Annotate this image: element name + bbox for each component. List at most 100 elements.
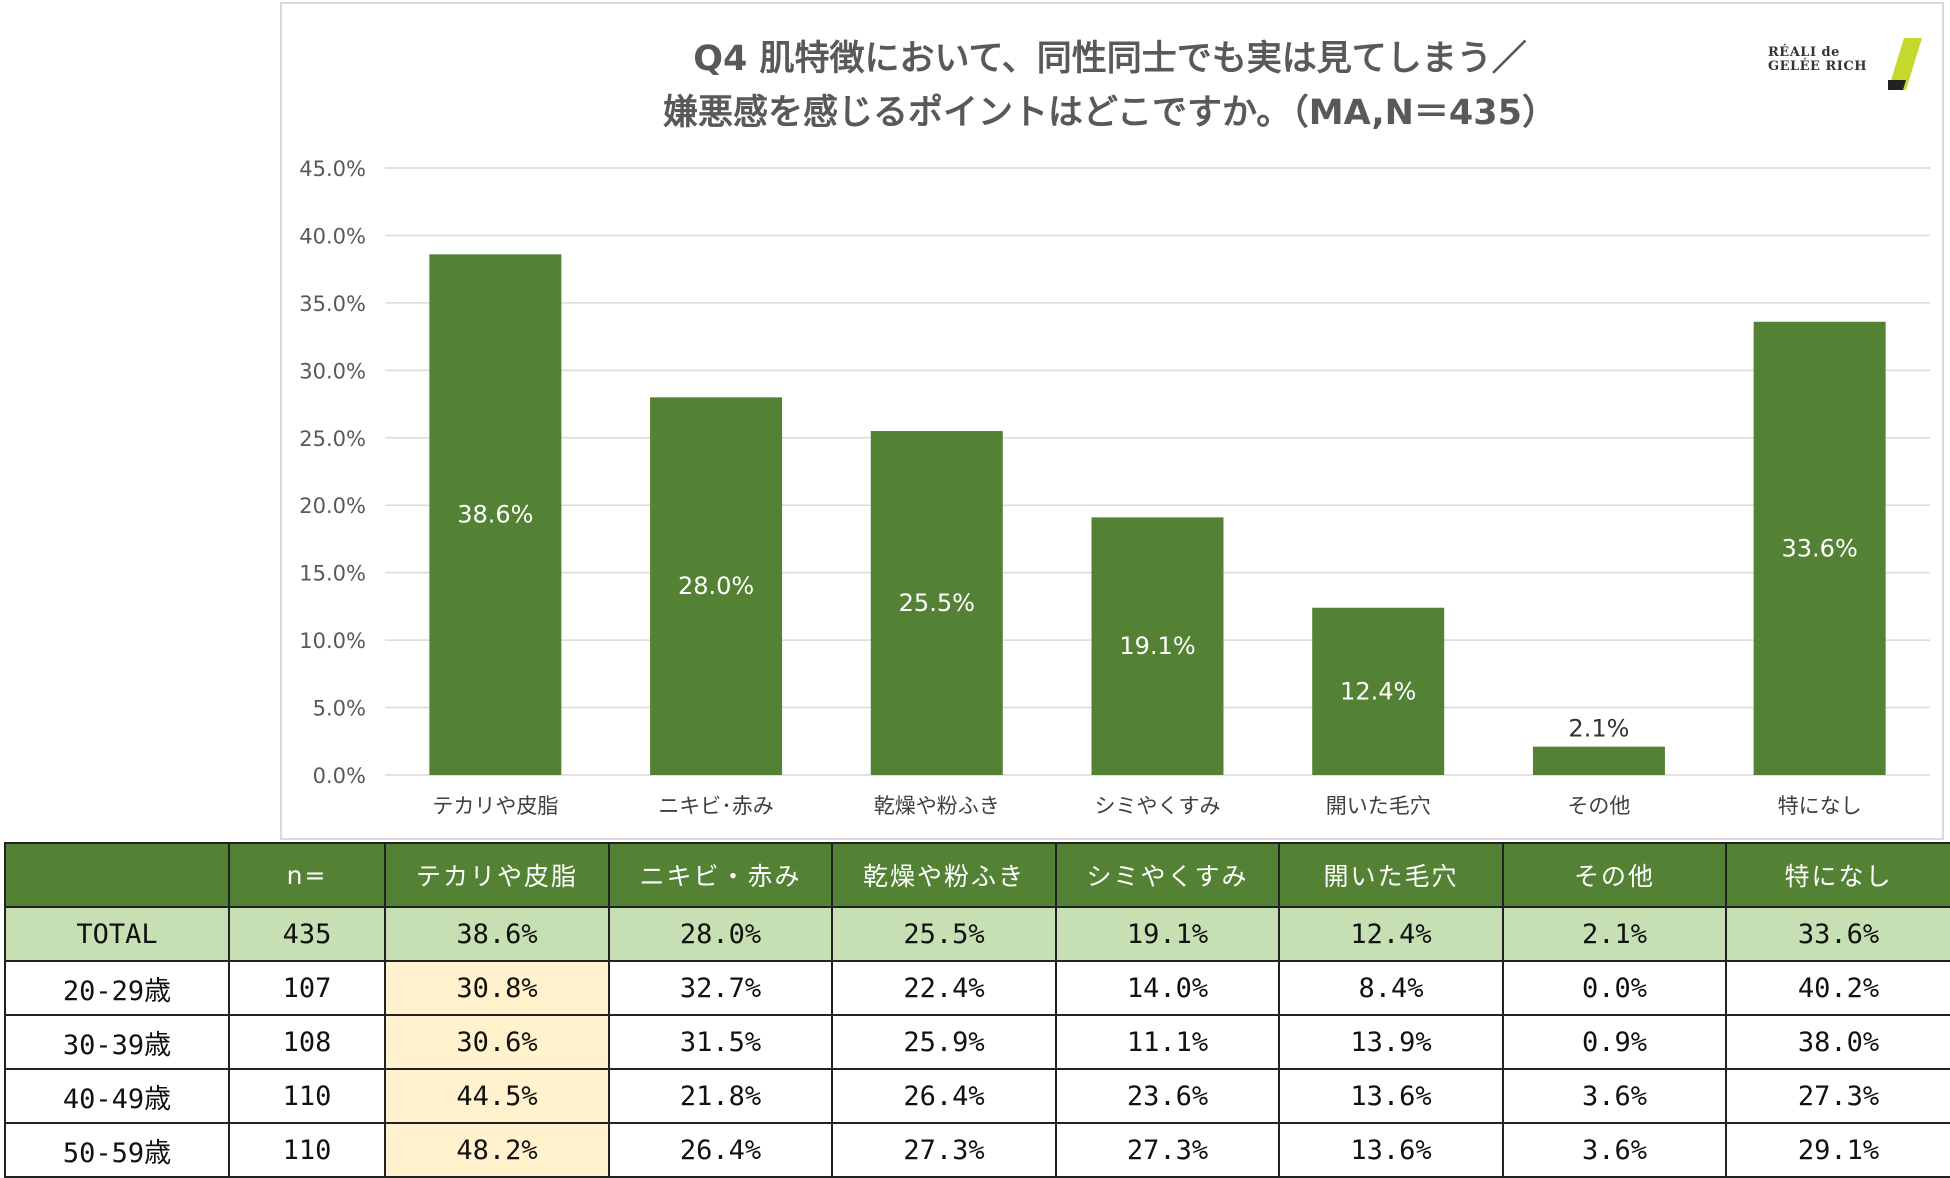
table-cell: 30-39歳 bbox=[4, 1014, 230, 1070]
table-cell: 0.0% bbox=[1502, 960, 1727, 1016]
bar-data-label: 38.6% bbox=[457, 501, 533, 529]
table-row: 30-39歳 108 30.6% 31.5% 25.9% 11.1% 13.9%… bbox=[4, 1014, 1950, 1070]
table-row: 50-59歳 110 48.2% 26.4% 27.3% 27.3% 13.6%… bbox=[4, 1122, 1950, 1178]
x-tick-label: 乾燥や粉ふき bbox=[874, 794, 1000, 818]
table-cell: 13.6% bbox=[1278, 1068, 1504, 1124]
table-row: 40-49歳 110 44.5% 21.8% 26.4% 23.6% 13.6%… bbox=[4, 1068, 1950, 1124]
table-row-total: TOTAL 435 38.6% 28.0% 25.5% 19.1% 12.4% … bbox=[4, 906, 1950, 962]
y-tick-label: 45.0% bbox=[299, 157, 366, 181]
table-header-cell: 開いた毛穴 bbox=[1278, 842, 1504, 908]
table-cell: 40.2% bbox=[1725, 960, 1950, 1016]
table-cell: 13.6% bbox=[1278, 1122, 1504, 1178]
table-cell: 32.7% bbox=[608, 960, 833, 1016]
brand-logo-line-1: RÉALI de bbox=[1768, 45, 1840, 60]
bar-data-label: 25.5% bbox=[899, 589, 975, 617]
table-cell-highlight: 48.2% bbox=[384, 1122, 610, 1178]
table-cell-highlight: 30.8% bbox=[384, 960, 610, 1016]
table-header-cell: シミやくすみ bbox=[1055, 842, 1280, 908]
table-cell: 25.5% bbox=[831, 906, 1057, 962]
table-cell: 0.9% bbox=[1502, 1014, 1727, 1070]
x-tick-label: 特になし bbox=[1778, 794, 1862, 818]
x-axis-ticks: テカリや皮脂 ニキビ･赤み 乾燥や粉ふき シミやくすみ 開いた毛穴 その他 特になし bbox=[432, 794, 1861, 818]
table-cell: 31.5% bbox=[608, 1014, 833, 1070]
y-axis-ticks: 0.0% 5.0% 10.0% 15.0% 20.0% 25.0% 30.0% 35.0% 40… bbox=[299, 157, 366, 788]
x-tick-label: テカリや皮脂 bbox=[432, 794, 558, 818]
table-cell: 33.6% bbox=[1725, 906, 1950, 962]
table-cell: 25.9% bbox=[831, 1014, 1057, 1070]
table-cell: 28.0% bbox=[608, 906, 833, 962]
table-cell-highlight: 44.5% bbox=[384, 1068, 610, 1124]
table-cell: 50-59歳 bbox=[4, 1122, 230, 1178]
table-cell: 12.4% bbox=[1278, 906, 1504, 962]
table-cell: 29.1% bbox=[1725, 1122, 1950, 1178]
y-tick-label: 20.0% bbox=[299, 494, 366, 518]
bar bbox=[429, 254, 562, 776]
table-header-row: n= テカリや皮脂 ニキビ・赤み 乾燥や粉ふき シミやくすみ 開いた毛穴 その他… bbox=[4, 842, 1950, 908]
table-header-cell: テカリや皮脂 bbox=[384, 842, 610, 908]
bar bbox=[1312, 607, 1445, 775]
table-cell: 26.4% bbox=[608, 1122, 833, 1178]
chart-title-line-2: 嫌悪感を感じるポイントはどこですか。（MA,N＝435） bbox=[663, 93, 1557, 133]
table-cell: 38.6% bbox=[384, 906, 610, 962]
bar-data-label: 33.6% bbox=[1782, 534, 1858, 562]
table-cell: 435 bbox=[228, 906, 386, 962]
table-cell: 3.6% bbox=[1502, 1068, 1727, 1124]
bar-data-label: 19.1% bbox=[1119, 632, 1195, 660]
bar bbox=[650, 397, 783, 775]
table-header-cell: 特になし bbox=[1725, 842, 1950, 908]
table-cell: 22.4% bbox=[831, 960, 1057, 1016]
bar bbox=[870, 431, 1003, 775]
bar-data-label: 28.0% bbox=[678, 572, 754, 600]
table-cell: 27.3% bbox=[831, 1122, 1057, 1178]
y-tick-label: 30.0% bbox=[299, 359, 366, 383]
table-cell: 3.6% bbox=[1502, 1122, 1727, 1178]
y-tick-label: 0.0% bbox=[313, 764, 366, 788]
table-cell: 110 bbox=[228, 1122, 386, 1178]
bar-chart: 0.0% 5.0% 10.0% 15.0% 20.0% 25.0% 30.0% 35.0% 40… bbox=[299, 157, 1930, 818]
brand-logo: RÉALI de GELÉE RICH bbox=[1768, 36, 1938, 92]
y-tick-label: 5.0% bbox=[313, 697, 366, 721]
x-tick-label: その他 bbox=[1567, 794, 1630, 818]
y-tick-label: 40.0% bbox=[299, 224, 366, 248]
x-tick-label: 開いた毛穴 bbox=[1326, 794, 1431, 818]
bar-data-labels: 38.6% 28.0% 25.5% 19.1% 12.4% 2.1% 33.6% bbox=[457, 501, 1858, 743]
table-cell: 21.8% bbox=[608, 1068, 833, 1124]
y-tick-label: 15.0% bbox=[299, 562, 366, 586]
bar bbox=[1091, 517, 1224, 775]
table-header-cell: 乾燥や粉ふき bbox=[831, 842, 1057, 908]
table-row: 20-29歳 107 30.8% 32.7% 22.4% 14.0% 8.4% … bbox=[4, 960, 1950, 1016]
table-header-cell: n= bbox=[228, 842, 386, 908]
table-cell: 40-49歳 bbox=[4, 1068, 230, 1124]
table-cell: 23.6% bbox=[1055, 1068, 1280, 1124]
table-cell: 14.0% bbox=[1055, 960, 1280, 1016]
brand-logo-mark-icon bbox=[1888, 38, 1922, 90]
table-cell: 110 bbox=[228, 1068, 386, 1124]
brand-logo-line-2: GELÉE RICH bbox=[1768, 59, 1868, 74]
y-tick-label: 25.0% bbox=[299, 427, 366, 451]
table-cell: 19.1% bbox=[1055, 906, 1280, 962]
chart-title-line-1: Q4 肌特徴において、同性同士でも実は見てしまう／ bbox=[693, 39, 1527, 79]
y-tick-label: 35.0% bbox=[299, 292, 366, 316]
table-cell: 107 bbox=[228, 960, 386, 1016]
table-cell-highlight: 30.6% bbox=[384, 1014, 610, 1070]
gridlines bbox=[385, 167, 1930, 776]
y-tick-label: 10.0% bbox=[299, 629, 366, 653]
table-cell: 20-29歳 bbox=[4, 960, 230, 1016]
table-cell: 108 bbox=[228, 1014, 386, 1070]
brand-logo-text: RÉALI de GELÉE RICH bbox=[1768, 46, 1867, 74]
table-cell: TOTAL bbox=[4, 906, 230, 962]
bars bbox=[429, 254, 1886, 776]
bar-data-label: 12.4% bbox=[1340, 677, 1416, 705]
table-header-cell: ニキビ・赤み bbox=[608, 842, 833, 908]
table-cell: 11.1% bbox=[1055, 1014, 1280, 1070]
table-cell: 27.3% bbox=[1055, 1122, 1280, 1178]
bar-data-label: 2.1% bbox=[1568, 715, 1629, 743]
bar bbox=[1532, 746, 1665, 775]
table-header-cell: その他 bbox=[1502, 842, 1727, 908]
table-cell: 8.4% bbox=[1278, 960, 1504, 1016]
table-header-cell bbox=[4, 842, 230, 908]
bar bbox=[1753, 321, 1886, 775]
data-table: n= テカリや皮脂 ニキビ・赤み 乾燥や粉ふき シミやくすみ 開いた毛穴 その他… bbox=[4, 842, 1950, 1178]
table-cell: 27.3% bbox=[1725, 1068, 1950, 1124]
x-tick-label: ニキビ･赤み bbox=[658, 794, 774, 818]
